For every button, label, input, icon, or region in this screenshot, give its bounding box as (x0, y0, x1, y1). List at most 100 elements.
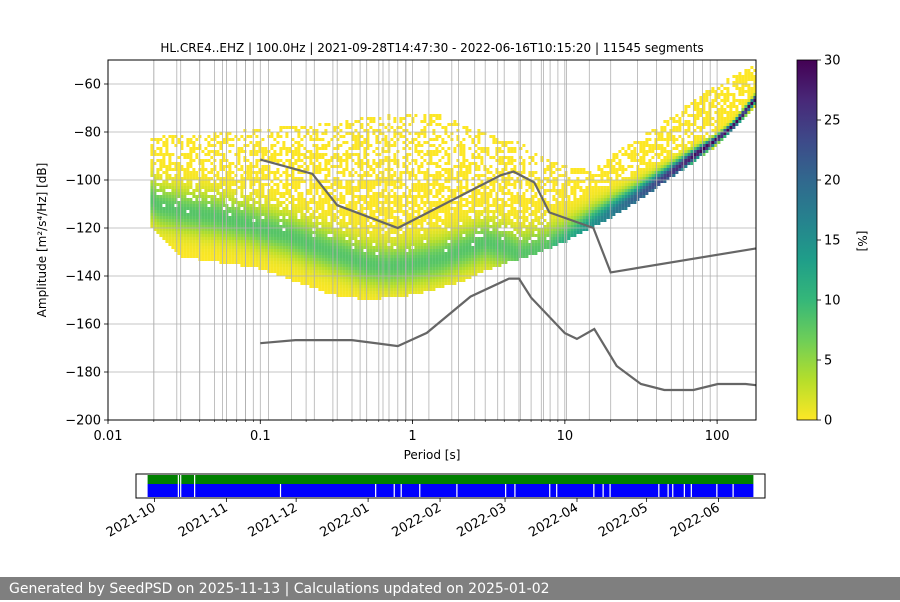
psd-density-cell (345, 294, 349, 297)
psd-density-cell (177, 228, 181, 231)
psd-density-cell (291, 126, 295, 129)
psd-density-cell (210, 177, 214, 180)
psd-density-cell (303, 147, 307, 150)
psd-density-cell (315, 246, 319, 249)
psd-density-cell (414, 138, 418, 141)
psd-density-cell (297, 207, 301, 210)
psd-density-cell (216, 207, 220, 210)
psd-density-cell (555, 225, 559, 228)
psd-density-cell (420, 162, 424, 165)
psd-density-cell (279, 126, 283, 129)
psd-density-cell (234, 222, 238, 225)
psd-density-cell (216, 186, 220, 189)
psd-density-cell (453, 222, 457, 225)
psd-density-cell (495, 159, 499, 162)
psd-density-cell (153, 213, 157, 216)
psd-density-cell (507, 222, 511, 225)
psd-density-cell (471, 273, 475, 276)
psd-density-cell (402, 285, 406, 288)
psd-density-cell (372, 240, 376, 243)
psd-density-cell (435, 183, 439, 186)
psd-density-cell (324, 213, 328, 216)
psd-density-cell (318, 201, 322, 204)
psd-density-cell (315, 216, 319, 219)
psd-density-cell (375, 267, 379, 270)
psd-density-cell (417, 240, 421, 243)
psd-density-cell (261, 252, 265, 255)
psd-density-cell (228, 231, 232, 234)
psd-density-cell (471, 201, 475, 204)
psd-density-cell (462, 126, 466, 129)
psd-density-cell (354, 141, 358, 144)
psd-density-cell (336, 180, 340, 183)
psd-density-cell (546, 225, 550, 228)
psd-density-cell (285, 267, 289, 270)
psd-density-cell (480, 201, 484, 204)
psd-density-cell (492, 225, 496, 228)
psd-density-cell (435, 189, 439, 192)
psd-density-cell (522, 219, 526, 222)
psd-density-cell (318, 123, 322, 126)
psd-density-cell (348, 219, 352, 222)
psd-density-cell (228, 255, 232, 258)
psd-density-cell (423, 249, 427, 252)
psd-density-cell (159, 195, 163, 198)
psd-density-cell (195, 207, 199, 210)
psd-density-cell (414, 198, 418, 201)
psd-density-cell (360, 246, 364, 249)
psd-density-cell (489, 258, 493, 261)
psd-density-cell (306, 237, 310, 240)
psd-density-cell (393, 249, 397, 252)
psd-density-cell (357, 261, 361, 264)
psd-density-cell (513, 159, 517, 162)
psd-density-cell (252, 183, 256, 186)
psd-density-cell (468, 261, 472, 264)
psd-density-cell (351, 282, 355, 285)
psd-density-cell (414, 258, 418, 261)
psd-density-cell (435, 279, 439, 282)
psd-density-cell (429, 282, 433, 285)
psd-density-cell (510, 141, 514, 144)
psd-density-cell (222, 228, 226, 231)
psd-density-cell (378, 270, 382, 273)
psd-density-cell (306, 246, 310, 249)
psd-density-cell (402, 123, 406, 126)
psd-density-cell (327, 171, 331, 174)
psd-density-cell (264, 243, 268, 246)
psd-density-cell (228, 219, 232, 222)
psd-density-cell (504, 249, 508, 252)
psd-density-cell (306, 132, 310, 135)
psd-density-cell (378, 273, 382, 276)
psd-density-cell (156, 195, 160, 198)
psd-density-cell (342, 174, 346, 177)
psd-density-cell (399, 252, 403, 255)
psd-density-cell (327, 213, 331, 216)
psd-density-cell (441, 252, 445, 255)
psd-density-cell (306, 276, 310, 279)
psd-density-cell (414, 189, 418, 192)
psd-density-cell (192, 189, 196, 192)
psd-density-cell (354, 243, 358, 246)
psd-density-cell (261, 186, 265, 189)
psd-density-cell (216, 177, 220, 180)
psd-density-cell (435, 117, 439, 120)
psd-density-cell (555, 243, 559, 246)
psd-density-cell (213, 213, 217, 216)
psd-density-cell (315, 249, 319, 252)
psd-density-cell (357, 189, 361, 192)
psd-density-cell (321, 231, 325, 234)
psd-density-cell (513, 258, 517, 261)
psd-density-cell (180, 189, 184, 192)
psd-density-cell (153, 174, 157, 177)
psd-density-cell (432, 285, 436, 288)
psd-density-cell (327, 231, 331, 234)
psd-density-cell (426, 162, 430, 165)
psd-density-cell (165, 210, 169, 213)
psd-density-cell (192, 204, 196, 207)
psd-density-cell (249, 264, 253, 267)
psd-density-cell (216, 171, 220, 174)
psd-density-cell (162, 234, 166, 237)
psd-density-cell (267, 237, 271, 240)
psd-density-cell (366, 255, 370, 258)
psd-density-cell (285, 255, 289, 258)
